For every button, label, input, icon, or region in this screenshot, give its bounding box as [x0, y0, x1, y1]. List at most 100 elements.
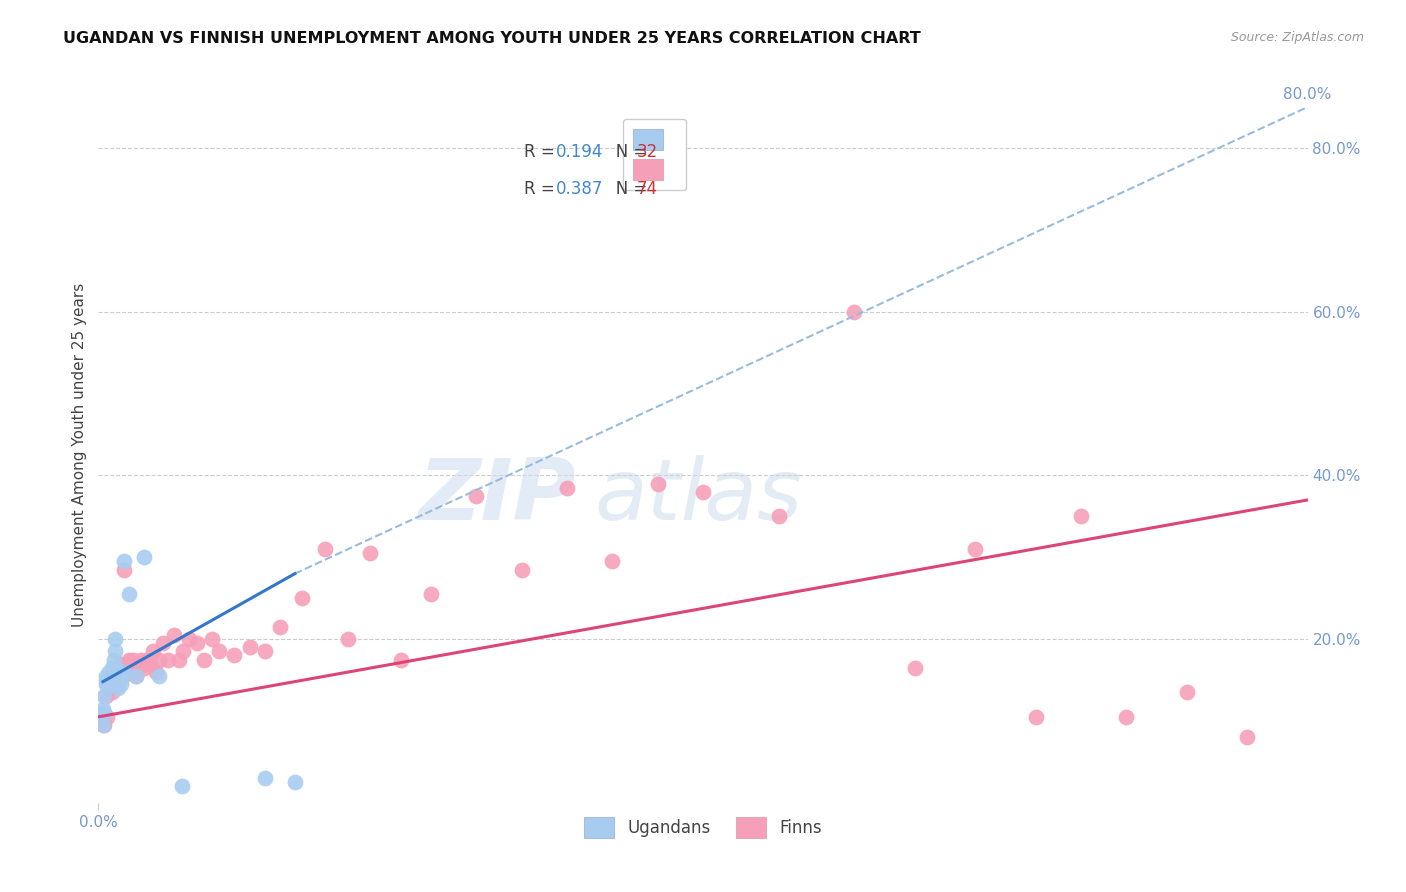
Point	[122, 652, 145, 666]
Point	[100, 673, 122, 687]
Point	[148, 669, 170, 683]
Text: atlas: atlas	[595, 455, 803, 538]
Point	[91, 718, 114, 732]
Point	[135, 652, 157, 666]
Point	[103, 677, 125, 691]
Point	[112, 554, 135, 568]
Point	[93, 690, 115, 704]
Point	[118, 652, 141, 666]
Point	[647, 476, 669, 491]
Point	[145, 665, 167, 679]
Point	[101, 685, 124, 699]
Point	[94, 690, 117, 704]
Point	[1175, 685, 1198, 699]
Legend: Ugandans, Finns: Ugandans, Finns	[576, 808, 830, 847]
Point	[186, 636, 208, 650]
Point	[465, 489, 488, 503]
Point	[110, 669, 132, 683]
Point	[142, 644, 165, 658]
Point	[129, 652, 152, 666]
Point	[336, 632, 359, 646]
Point	[96, 677, 118, 691]
Point	[510, 562, 533, 576]
Point	[269, 620, 291, 634]
Text: 32: 32	[637, 144, 658, 161]
Point	[100, 673, 122, 687]
Point	[124, 661, 146, 675]
Text: R =: R =	[524, 144, 560, 161]
Point	[114, 661, 136, 675]
Point	[555, 481, 578, 495]
Point	[110, 669, 132, 683]
Point	[94, 677, 117, 691]
Point	[101, 669, 124, 683]
Point	[420, 587, 443, 601]
Point	[98, 677, 121, 691]
Text: ZIP: ZIP	[419, 455, 576, 538]
Point	[104, 644, 127, 658]
Text: 74: 74	[637, 180, 658, 198]
Point	[904, 661, 927, 675]
Point	[112, 562, 135, 576]
Point	[148, 652, 170, 666]
Point	[193, 652, 215, 666]
Point	[1236, 731, 1258, 745]
Point	[93, 706, 115, 720]
Point	[107, 673, 129, 687]
Text: N =: N =	[600, 180, 652, 198]
Point	[94, 673, 117, 687]
Point	[111, 669, 134, 683]
Point	[91, 706, 114, 720]
Point	[253, 644, 276, 658]
Point	[132, 550, 155, 565]
Point	[152, 636, 174, 650]
Point	[291, 591, 314, 606]
Text: Source: ZipAtlas.com: Source: ZipAtlas.com	[1230, 31, 1364, 45]
Point	[179, 632, 201, 646]
Point	[105, 669, 128, 683]
Point	[208, 644, 231, 658]
Point	[121, 665, 143, 679]
Point	[360, 546, 382, 560]
Point	[128, 657, 150, 671]
Point	[139, 657, 162, 671]
Point	[127, 661, 149, 675]
Text: N =: N =	[600, 144, 652, 161]
Point	[844, 304, 866, 318]
Point	[100, 677, 122, 691]
Point	[111, 661, 134, 675]
Point	[98, 665, 121, 679]
Point	[170, 780, 193, 794]
Point	[284, 775, 307, 789]
Point	[1115, 710, 1137, 724]
Point	[156, 652, 179, 666]
Point	[104, 673, 127, 687]
Point	[94, 669, 117, 683]
Y-axis label: Unemployment Among Youth under 25 years: Unemployment Among Youth under 25 years	[72, 283, 87, 627]
Point	[314, 542, 336, 557]
Point	[115, 661, 138, 675]
Point	[389, 652, 412, 666]
Point	[103, 652, 125, 666]
Text: R =: R =	[524, 180, 560, 198]
Text: UGANDAN VS FINNISH UNEMPLOYMENT AMONG YOUTH UNDER 25 YEARS CORRELATION CHART: UGANDAN VS FINNISH UNEMPLOYMENT AMONG YO…	[63, 31, 921, 46]
Point	[602, 554, 624, 568]
Point	[91, 701, 114, 715]
Point	[110, 677, 132, 691]
Point	[132, 661, 155, 675]
Point	[93, 718, 115, 732]
Point	[224, 648, 246, 663]
Point	[125, 669, 148, 683]
Point	[172, 644, 194, 658]
Point	[239, 640, 262, 655]
Point	[1070, 509, 1092, 524]
Point	[111, 665, 134, 679]
Point	[118, 587, 141, 601]
Point	[107, 681, 129, 696]
Point	[125, 669, 148, 683]
Point	[1024, 710, 1046, 724]
Point	[103, 669, 125, 683]
Point	[107, 669, 129, 683]
Point	[107, 661, 129, 675]
Point	[201, 632, 224, 646]
